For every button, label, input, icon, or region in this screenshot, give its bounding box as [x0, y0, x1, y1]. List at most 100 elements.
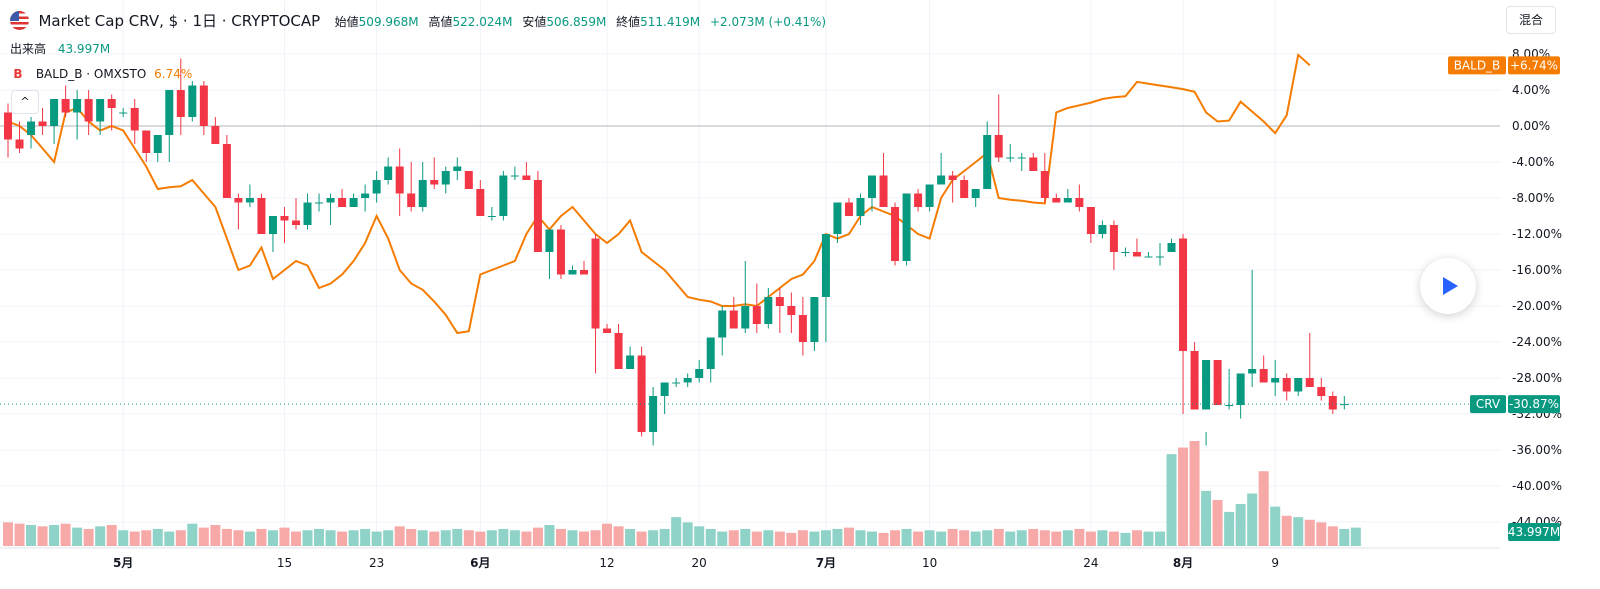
candle	[1305, 333, 1314, 387]
candle-body	[430, 180, 439, 185]
grid-lines	[0, 0, 1500, 548]
candle	[487, 207, 496, 221]
volume-bar	[509, 530, 520, 546]
candle-body	[1305, 378, 1314, 387]
crv-tag-value-box	[1508, 395, 1560, 414]
candle	[775, 288, 784, 333]
candle	[1213, 360, 1222, 405]
compare-tag-value: +6.74%	[1510, 58, 1558, 72]
volume-bar	[337, 531, 348, 546]
candle	[683, 373, 692, 387]
candle-body	[522, 175, 531, 180]
volume-bar	[521, 531, 532, 546]
candle	[1075, 184, 1084, 212]
volume-bar	[820, 530, 831, 546]
volume-bar	[694, 526, 705, 546]
volume-bar	[613, 526, 624, 546]
scale-mode-button[interactable]: 混合	[1506, 6, 1556, 34]
compare-tag: BALD_B +6.74%	[1448, 56, 1560, 75]
volume-bar	[1051, 531, 1062, 546]
candle	[50, 99, 59, 144]
volume-bar	[532, 527, 543, 546]
candle	[971, 189, 980, 207]
candle	[234, 193, 243, 230]
volume-bar	[924, 530, 935, 546]
candle-body	[856, 198, 865, 216]
candle-body	[96, 99, 105, 122]
candle	[1132, 238, 1141, 257]
volume-bar	[832, 528, 843, 546]
volume-bar	[1074, 528, 1085, 546]
volume-bar	[498, 528, 509, 546]
y-tick-label: 0.00%	[1512, 119, 1550, 133]
candle	[1052, 193, 1061, 203]
candle-body	[395, 166, 404, 194]
volume-bar	[26, 525, 37, 546]
volume-bar	[936, 531, 947, 546]
volume-bar	[1270, 506, 1281, 546]
candle	[211, 117, 220, 144]
volume-bar	[267, 530, 278, 546]
candle-body	[718, 310, 727, 338]
candle-body	[798, 315, 807, 342]
volume-bar	[244, 531, 255, 546]
volume-bars	[3, 441, 1361, 546]
candle	[1156, 243, 1164, 266]
volume-bar	[1350, 527, 1361, 546]
volume-bar	[49, 525, 60, 546]
compare-legend[interactable]: B BALD_B · OMXSTO 6.74%	[10, 66, 192, 82]
volume-bar	[221, 528, 232, 546]
volume-bar	[210, 525, 221, 546]
symbol-title[interactable]: Market Cap CRV, $ · 1日 · CRYPTOCAP	[38, 12, 321, 30]
candle-body	[660, 382, 669, 396]
volume-value: 43.997M	[57, 42, 111, 56]
candle-body	[211, 126, 220, 144]
candle-body	[27, 121, 36, 135]
candle	[349, 193, 358, 207]
volume-bar	[279, 527, 290, 546]
volume-bar	[1189, 441, 1200, 546]
volume-bar	[291, 531, 301, 546]
time-axis[interactable]: 5月 15 23 6月 12 20 7月 10 24 8月 9	[0, 547, 1500, 570]
candle	[280, 207, 289, 243]
volume-bar	[1178, 447, 1189, 546]
candle	[695, 360, 704, 383]
candle	[199, 81, 208, 135]
volume-bar	[970, 531, 981, 546]
candle-body	[315, 202, 324, 204]
collapse-legend-button[interactable]: ^	[11, 90, 39, 114]
candle	[510, 166, 519, 180]
candle-body	[464, 171, 473, 189]
volume-bar	[314, 528, 325, 546]
volume-bar	[175, 530, 186, 546]
candle	[914, 189, 923, 212]
volume-legend[interactable]: 出来高 43.997M	[10, 40, 110, 57]
candle	[372, 171, 381, 203]
volume-bar	[786, 532, 797, 546]
candle-body	[844, 202, 853, 216]
compare-series-line	[7, 52, 1311, 335]
candle-body	[775, 297, 784, 306]
candle	[222, 135, 231, 198]
candle-body	[338, 198, 347, 207]
candle-body	[176, 90, 185, 117]
candle-body	[948, 175, 957, 180]
candle	[718, 306, 727, 356]
volume-bar	[325, 530, 336, 546]
volume-bar	[83, 528, 94, 546]
volume-bar	[198, 527, 209, 546]
price-axis[interactable]: 8.00%4.00%0.00%-4.00%-8.00%-12.00%-16.00…	[1512, 47, 1562, 529]
volume-bar	[60, 523, 71, 546]
candle-body	[476, 189, 485, 216]
volume-bar	[809, 531, 820, 546]
candle-body	[891, 207, 900, 261]
ohlc-values: 始値509.968M 高値522.024M 安値506.859M 終値511.4…	[335, 15, 826, 29]
volume-bar	[1016, 530, 1027, 546]
candle	[994, 94, 1003, 162]
volume-bar	[1316, 522, 1327, 546]
candle-body	[349, 198, 358, 207]
candle-body	[1121, 252, 1130, 253]
replay-play-button[interactable]	[1420, 258, 1476, 314]
y-tick-label: -20.00%	[1512, 299, 1562, 313]
